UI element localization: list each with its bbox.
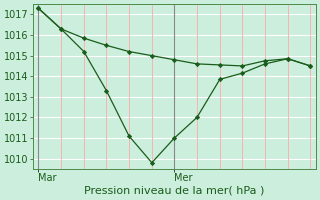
X-axis label: Pression niveau de la mer( hPa ): Pression niveau de la mer( hPa ) — [84, 186, 265, 196]
